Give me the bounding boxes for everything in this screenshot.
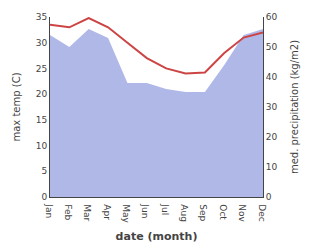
svg-text:20: 20 — [36, 89, 48, 99]
svg-text:Dec: Dec — [257, 204, 267, 221]
svg-text:May: May — [121, 204, 131, 223]
svg-text:60: 60 — [266, 12, 278, 22]
svg-text:med. precipitation (kg/m2): med. precipitation (kg/m2) — [289, 40, 300, 174]
svg-text:Nov: Nov — [237, 204, 247, 222]
svg-text:20: 20 — [266, 132, 278, 142]
svg-text:Apr: Apr — [102, 204, 112, 220]
svg-text:Mar: Mar — [82, 204, 92, 221]
svg-text:Jun: Jun — [140, 203, 150, 218]
svg-text:10: 10 — [36, 141, 48, 151]
svg-text:15: 15 — [36, 115, 47, 125]
svg-text:Jan: Jan — [44, 203, 54, 218]
svg-text:0: 0 — [266, 192, 272, 202]
svg-text:date (month): date (month) — [116, 230, 198, 243]
svg-text:50: 50 — [266, 42, 278, 52]
svg-text:40: 40 — [266, 72, 278, 82]
svg-text:10: 10 — [266, 162, 278, 172]
svg-text:Aug: Aug — [179, 204, 189, 222]
svg-text:25: 25 — [36, 64, 47, 74]
svg-text:35: 35 — [36, 12, 47, 22]
svg-text:Jul: Jul — [160, 203, 170, 215]
svg-text:30: 30 — [36, 38, 48, 48]
svg-text:5: 5 — [41, 166, 47, 176]
svg-text:max temp (C): max temp (C) — [11, 72, 22, 141]
svg-text:Sep: Sep — [198, 204, 208, 221]
svg-text:Oct: Oct — [218, 204, 228, 220]
svg-text:0: 0 — [41, 192, 47, 202]
svg-text:Feb: Feb — [63, 204, 73, 220]
svg-text:30: 30 — [266, 102, 278, 112]
